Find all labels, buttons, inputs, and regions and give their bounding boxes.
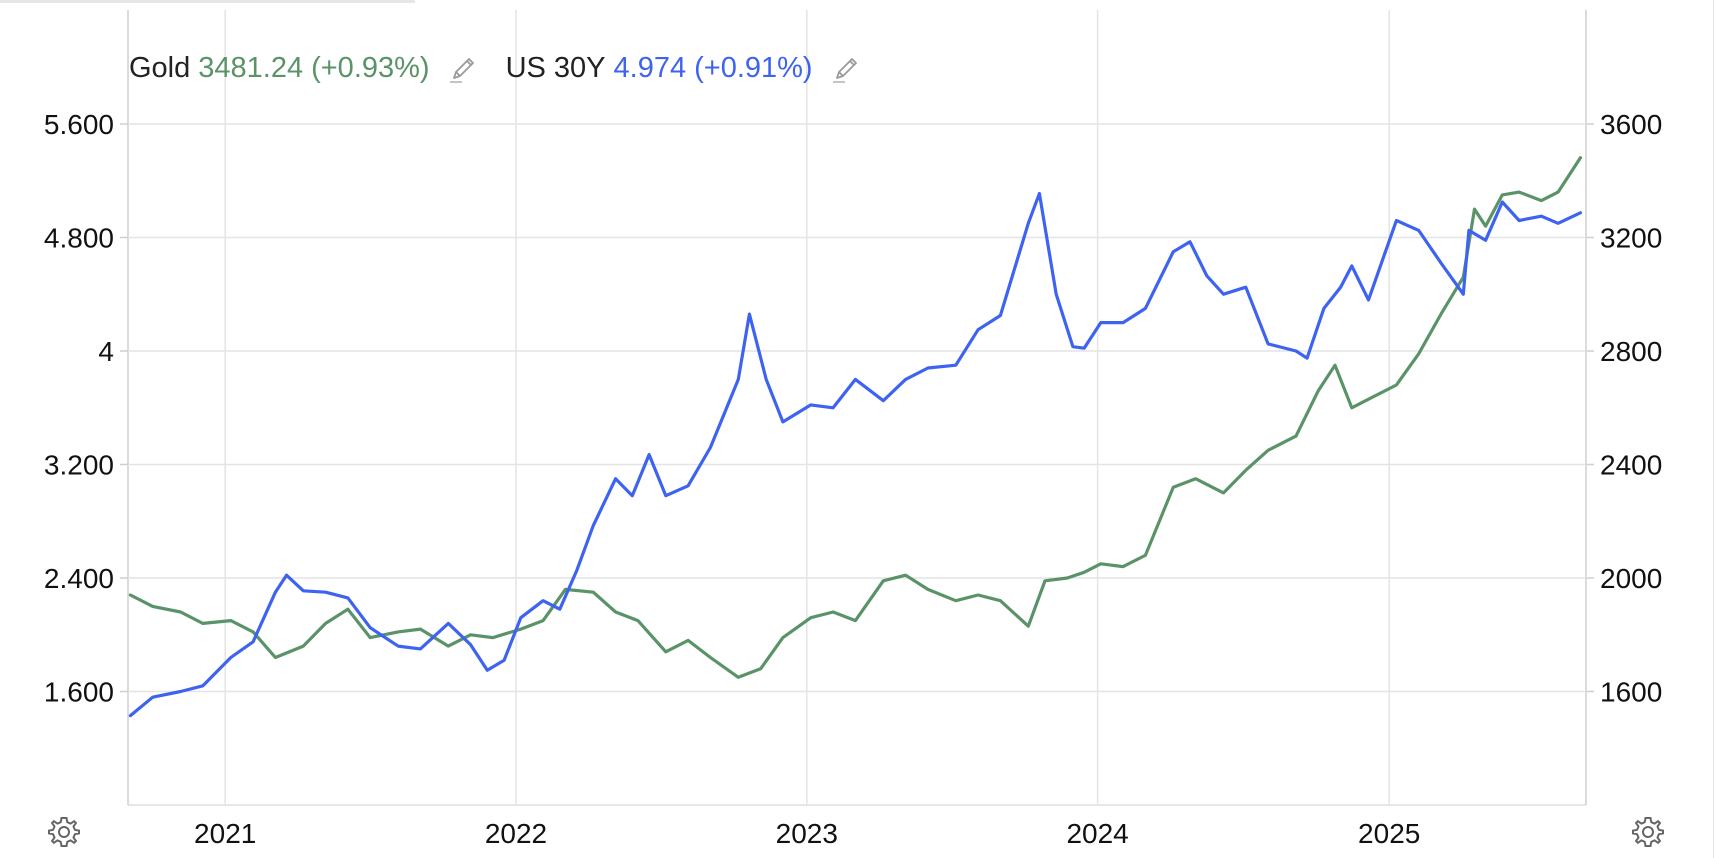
x-axis-tick-label: 2025 [1358,818,1420,849]
legend-gold-change: (+0.93%) [311,52,430,84]
left-axis-tick-label: 3.200 [44,450,114,481]
x-axis-tick-label: 2022 [485,818,547,849]
settings-left-gear-icon[interactable] [47,815,81,849]
us30y-series-line [128,191,1583,718]
chart-legend: Gold 3481.24 (+0.93%) US 30Y 4.974 (+0.9… [129,52,889,85]
x-axis-tick-label: 2024 [1066,818,1128,849]
gold-pencil-icon[interactable] [448,54,478,84]
toolbar-strip [0,0,415,3]
right-axis-tick-label: 3200 [1600,223,1662,254]
us30y-pencil-icon[interactable] [831,54,861,84]
legend-us30y-value: 4.974 [613,52,687,84]
legend-gold-value: 3481.24 [198,52,304,84]
right-axis-tick-label: 2800 [1600,336,1662,367]
left-axis-tick-label: 5.600 [44,109,114,140]
right-axis-tick-label: 1600 [1600,677,1662,708]
gold-series-line [128,156,1583,679]
left-axis-tick-label: 1.600 [44,677,114,708]
left-axis-tick-label: 4 [98,336,114,367]
legend-gold-symbol: Gold [129,52,191,84]
left-axis-tick-label: 4.800 [44,223,114,254]
settings-right-gear-icon[interactable] [1631,815,1665,849]
right-axis-tick-label: 2400 [1600,450,1662,481]
legend-us30y-symbol: US 30Y [505,52,606,84]
left-axis-tick-label: 2.400 [44,563,114,594]
right-axis-tick-label: 3600 [1600,109,1662,140]
right-axis-tick-label: 2000 [1600,563,1662,594]
x-axis-tick-label: 2023 [776,818,838,849]
x-axis-tick-label: 2021 [194,818,256,849]
legend-us30y-change: (+0.91%) [694,52,813,84]
